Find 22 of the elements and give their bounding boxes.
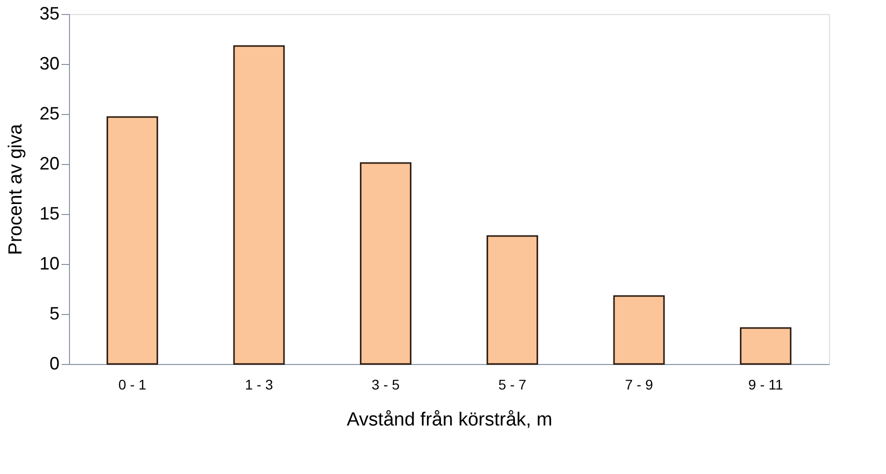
y-tick-label: 5 — [49, 304, 60, 324]
y-tick-label: 0 — [49, 354, 60, 374]
x-tick-label: 3 - 5 — [372, 376, 400, 392]
x-tick-label: 1 - 3 — [244, 376, 274, 392]
x-tick-label: 7 - 9 — [624, 376, 654, 392]
bar — [740, 327, 792, 365]
x-tick-label: 9 - 11 — [748, 376, 784, 392]
bar — [486, 235, 538, 365]
y-axis-title: Procent av giva — [5, 124, 26, 255]
bar — [233, 45, 285, 365]
x-axis-title: Avstånd från körstråk, m — [346, 410, 552, 430]
x-tick-label: 5 - 7 — [498, 376, 527, 392]
x-tick-label: 0 - 1 — [118, 376, 147, 392]
bar — [613, 295, 665, 365]
y-tick-label: 25 — [39, 104, 60, 124]
y-tick-label: 20 — [39, 154, 60, 174]
y-tick-label: 10 — [39, 254, 60, 274]
bar — [360, 162, 412, 365]
y-tick-label: 15 — [39, 204, 60, 224]
y-tick-label: 30 — [39, 54, 60, 74]
y-tick-label: 35 — [39, 4, 60, 24]
bar — [106, 116, 158, 365]
